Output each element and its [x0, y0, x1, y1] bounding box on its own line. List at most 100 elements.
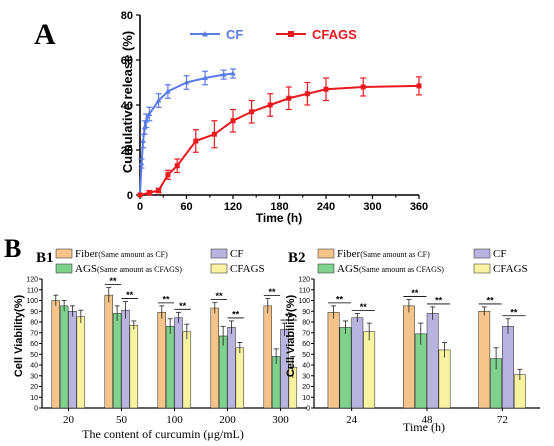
x-tick-label-b1: 50: [116, 414, 128, 426]
legend-b1: Fiber(Same amount as CF) CF AGS(Same amoun…: [55, 248, 265, 275]
legend-label-cf: CF: [226, 27, 243, 42]
data-point-cfags: [146, 190, 152, 196]
x-tick-label-b1: 300: [272, 414, 289, 426]
significance-stars: **: [336, 294, 344, 304]
bar-fiber: [210, 307, 220, 409]
bar-cfags: [129, 324, 139, 409]
legend-swatch-cf: [473, 248, 491, 259]
bar-cf: [68, 311, 77, 409]
legend-label-cfags: CFAGS: [493, 263, 528, 275]
data-point-cf: [202, 75, 208, 80]
y-tick-label-b2: 80: [302, 320, 310, 327]
legend-label-fiber: Fiber(Same amount as CF): [337, 248, 430, 260]
data-point-cf: [183, 79, 190, 85]
x-tick-label-a: 180: [270, 201, 288, 213]
y-tick-label-b2: 10: [302, 395, 310, 402]
x-axis-label-b2: Time (h): [403, 420, 445, 434]
chart-viability-time: B2 Fiber(Same amount as CF) CF AGS(Same am…: [285, 248, 540, 434]
y-tick-label-b2: 0: [306, 406, 310, 413]
legend-label-cfags: CFAGS: [312, 27, 357, 42]
ticks-a: 0 60 120 180 240 300 360 0 20 40 60 80: [121, 10, 428, 213]
data-point-cfags: [193, 138, 199, 144]
bar-fiber: [327, 312, 340, 409]
y-tick-label-a: 60: [121, 55, 133, 67]
bars-b1: ** ** ** ** ** ** ** **: [51, 276, 298, 409]
y-tick-label-b1: 10: [30, 395, 38, 402]
data-point-cfags: [286, 95, 292, 101]
x-tick-label-a: 120: [224, 201, 242, 213]
x-tick-label-b2: 72: [497, 414, 508, 426]
y-tick-label-a: 20: [121, 145, 133, 157]
legend-swatch-fiber: [317, 248, 335, 259]
bar-cf: [227, 327, 236, 409]
significance-stars: **: [179, 301, 187, 311]
data-point-cf: [155, 97, 162, 103]
panel-label-a: A: [34, 18, 56, 51]
legend-swatch-fiber: [55, 248, 73, 259]
significance-stars: **: [435, 295, 443, 305]
bar-cfags: [182, 331, 192, 409]
y-tick-label-b2: 20: [302, 384, 310, 391]
bar-cf: [502, 326, 514, 409]
bar-cf: [121, 309, 130, 409]
data-point-cfags: [416, 83, 422, 89]
data-point-cfags: [323, 86, 329, 92]
x-tick-label-a: 240: [317, 201, 335, 213]
series-line-cfags: [139, 84, 420, 196]
legend-label-ags: AGS(Same amount as CFAGS): [75, 263, 182, 275]
bar-fiber: [157, 312, 167, 409]
bar-fiber: [478, 311, 491, 409]
bar-cfags: [235, 347, 245, 409]
bar-ags: [339, 327, 352, 409]
y-tick-label-b1: 80: [30, 320, 38, 327]
y-tick-label-b1: 70: [30, 330, 38, 337]
bar-fiber: [263, 305, 273, 409]
y-tick-label-b2: 90: [302, 309, 310, 316]
panel-label-b2: B2: [288, 250, 306, 266]
bar-cfags: [438, 349, 451, 409]
significance-stars: **: [109, 276, 117, 286]
bar-cf: [426, 313, 439, 409]
x-tick-label-b1: 20: [63, 414, 75, 426]
significance-stars: **: [232, 309, 240, 319]
data-point-cfags: [165, 172, 171, 178]
y-tick-label-b2: 110: [299, 287, 310, 294]
bar-cf: [351, 317, 364, 409]
y-tick-label-a: 80: [121, 10, 133, 22]
data-point-cfags: [249, 109, 255, 115]
bar-ags: [112, 313, 122, 409]
bar-ags: [59, 305, 69, 409]
chart-viability-concentration: B B1 Fiber(Same amount as CF) CF AGS(Same …: [4, 234, 307, 441]
significance-stars: **: [215, 291, 223, 301]
significance-stars: **: [411, 288, 419, 298]
x-tick-label-a: 60: [180, 201, 192, 213]
y-tick-label-b2: 60: [302, 341, 310, 348]
y-axis-label-a: Cumulative release (%): [120, 31, 135, 173]
x-tick-label-a: 0: [137, 201, 143, 213]
data-point-cfags: [174, 163, 180, 169]
x-tick-label-a: 300: [363, 201, 381, 213]
x-tick-label-b2: 48: [422, 414, 434, 426]
legend-a: CF CFAGS: [190, 27, 357, 42]
data-point-cfags: [156, 188, 162, 193]
y-axis-label-b2: Cell Viability(%): [285, 295, 297, 378]
y-tick-label-b2: 50: [302, 352, 310, 359]
y-tick-label-b1: 40: [30, 363, 38, 370]
x-axis-label-b1: The content of curcumin (μg/mL): [82, 427, 244, 441]
x-tick-label-b1: 200: [219, 414, 236, 426]
bar-cf: [174, 317, 183, 409]
significance-stars: **: [487, 295, 495, 305]
y-tick-label-b1: 110: [27, 287, 38, 294]
legend-label-ags: AGS(Same amount as CFAGS): [337, 263, 444, 275]
legend-swatch-cfags: [210, 263, 228, 274]
panel-label-b: B: [4, 234, 21, 263]
data-point-cf: [140, 138, 146, 143]
legend-marker-cf: [202, 31, 208, 37]
data-point-cfags: [230, 118, 236, 124]
legend-swatch-cfags: [473, 263, 491, 274]
bar-fiber: [403, 305, 415, 409]
y-tick-label-a: 0: [127, 190, 133, 202]
y-tick-label-b1: 30: [30, 373, 38, 380]
y-tick-label-b2: 30: [302, 373, 310, 380]
bar-cfags: [363, 331, 376, 409]
